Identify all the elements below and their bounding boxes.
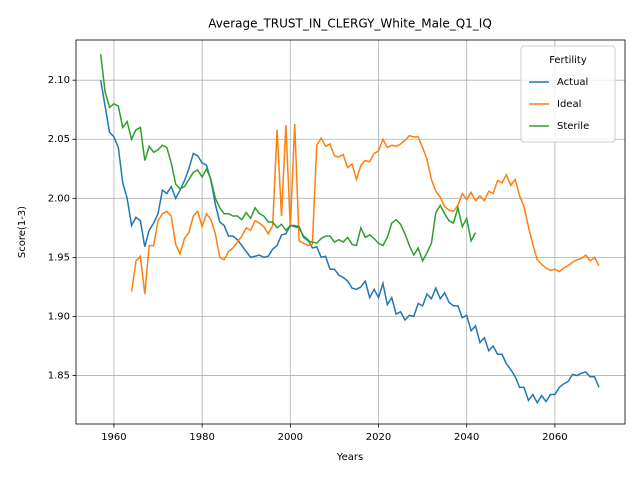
y-tick-label: 2.00 <box>48 193 70 204</box>
x-tick-label: 2020 <box>366 432 391 443</box>
y-axis-label: Score(1-3) <box>17 206 28 258</box>
legend: Fertility Actual Ideal Sterile <box>520 45 616 143</box>
line-series <box>130 123 600 295</box>
x-tick-label: 2000 <box>278 432 303 443</box>
line-series <box>99 80 600 405</box>
axes-frame <box>75 39 626 425</box>
legend-box <box>520 45 616 143</box>
y-tick-label: 1.85 <box>48 371 70 382</box>
legend-label: Ideal <box>557 99 581 110</box>
x-tick-label: 2040 <box>454 432 479 443</box>
chart-title: Average_TRUST_IN_CLERGY_White_Male_Q1_IQ <box>208 17 492 31</box>
y-tick-label: 2.10 <box>48 75 70 86</box>
x-tick-label: 2060 <box>542 432 567 443</box>
legend-label: Actual <box>557 77 588 88</box>
y-tick-label: 1.90 <box>48 311 70 322</box>
y-tick-label: 2.05 <box>48 134 70 145</box>
x-axis-label: Years <box>336 452 363 463</box>
x-tick-label: 1980 <box>189 432 214 443</box>
line-series <box>99 54 477 263</box>
legend-title: Fertility <box>549 55 587 66</box>
legend-label: Sterile <box>557 121 589 132</box>
x-tick-label: 1960 <box>101 432 126 443</box>
y-tick-label: 1.95 <box>48 252 70 263</box>
